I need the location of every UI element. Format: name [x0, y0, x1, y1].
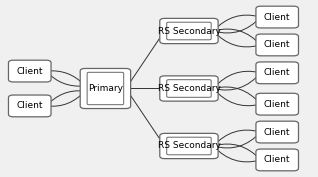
FancyBboxPatch shape [160, 133, 218, 159]
Text: Client: Client [264, 128, 290, 137]
Text: RS Secondary: RS Secondary [157, 84, 220, 93]
Text: Client: Client [17, 101, 43, 110]
FancyBboxPatch shape [160, 18, 218, 44]
FancyBboxPatch shape [80, 68, 131, 109]
FancyBboxPatch shape [256, 34, 299, 56]
FancyBboxPatch shape [256, 93, 299, 115]
FancyBboxPatch shape [9, 95, 51, 117]
Text: Client: Client [264, 155, 290, 164]
Text: Client: Client [264, 40, 290, 49]
FancyBboxPatch shape [256, 149, 299, 171]
Text: RS Secondary: RS Secondary [157, 141, 220, 150]
Text: RS Secondary: RS Secondary [157, 27, 220, 36]
Text: Client: Client [264, 13, 290, 22]
Text: Client: Client [264, 100, 290, 109]
FancyBboxPatch shape [9, 60, 51, 82]
FancyBboxPatch shape [256, 121, 299, 143]
Text: Client: Client [17, 67, 43, 76]
FancyBboxPatch shape [160, 76, 218, 101]
FancyBboxPatch shape [256, 6, 299, 28]
Text: Primary: Primary [88, 84, 123, 93]
FancyBboxPatch shape [256, 62, 299, 84]
Text: Client: Client [264, 68, 290, 77]
